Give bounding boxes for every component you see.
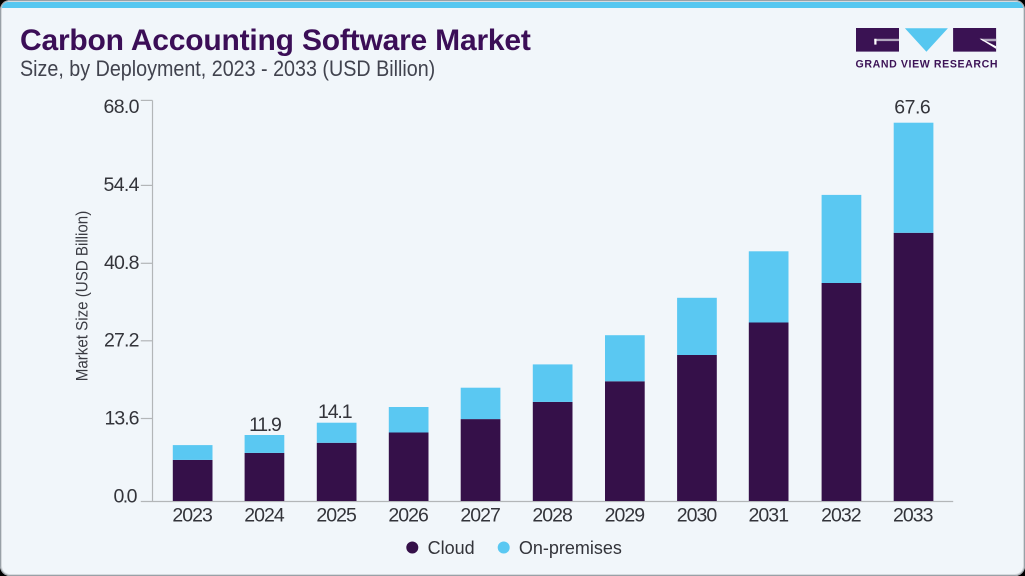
- svg-text:11.9: 11.9: [249, 414, 282, 436]
- svg-text:2032: 2032: [821, 505, 862, 527]
- svg-text:2023: 2023: [172, 505, 213, 527]
- svg-text:67.6: 67.6: [894, 97, 931, 119]
- svg-text:2031: 2031: [749, 505, 790, 527]
- svg-text:2026: 2026: [388, 505, 429, 527]
- svg-text:2024: 2024: [244, 505, 285, 527]
- svg-text:0.0: 0.0: [114, 485, 138, 507]
- svg-text:2025: 2025: [316, 505, 357, 527]
- svg-text:GRAND VIEW RESEARCH: GRAND VIEW RESEARCH: [856, 59, 999, 71]
- svg-text:Market Size (USD Billion): Market Size (USD Billion): [73, 211, 92, 382]
- svg-text:40.8: 40.8: [104, 252, 140, 274]
- svg-text:2027: 2027: [460, 505, 501, 527]
- svg-text:2028: 2028: [532, 505, 573, 527]
- svg-text:68.0: 68.0: [104, 96, 140, 118]
- svg-text:Cloud: Cloud: [428, 538, 475, 558]
- svg-text:54.4: 54.4: [104, 174, 140, 196]
- svg-text:2033: 2033: [893, 505, 934, 527]
- svg-text:2030: 2030: [677, 505, 718, 527]
- svg-text:27.2: 27.2: [104, 329, 140, 351]
- svg-text:14.1: 14.1: [318, 401, 353, 423]
- svg-text:2029: 2029: [605, 505, 646, 527]
- svg-text:13.6: 13.6: [105, 407, 140, 429]
- svg-text:On-premises: On-premises: [519, 538, 622, 558]
